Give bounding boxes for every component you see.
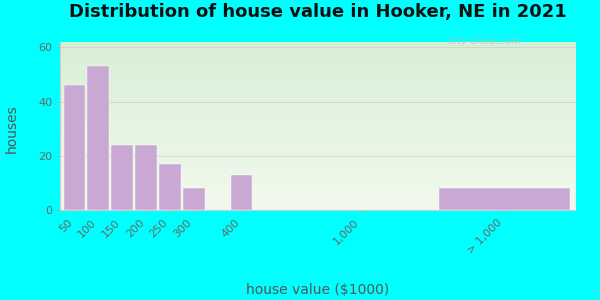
Bar — [112, 145, 133, 210]
Bar — [135, 145, 157, 210]
Text: Distribution of house value in Hooker, NE in 2021: Distribution of house value in Hooker, N… — [69, 3, 567, 21]
Bar — [159, 164, 181, 210]
Text: City-Data.com: City-Data.com — [448, 36, 522, 46]
Bar — [88, 66, 109, 210]
Bar — [64, 85, 85, 210]
Bar — [439, 188, 570, 210]
Text: house value ($1000): house value ($1000) — [247, 283, 389, 297]
Text: houses: houses — [5, 105, 19, 153]
Bar — [183, 188, 205, 210]
Bar — [231, 175, 253, 210]
